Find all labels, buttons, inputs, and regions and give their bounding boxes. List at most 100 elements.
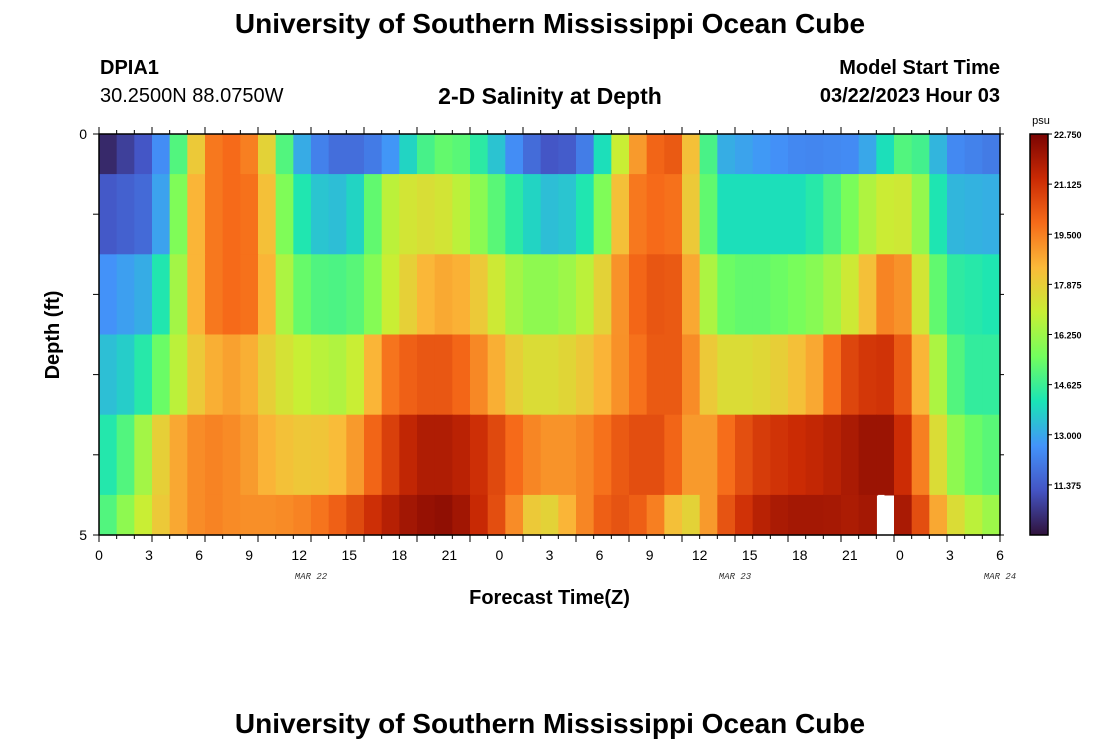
heatmap-cell — [381, 334, 400, 416]
heatmap-cell — [364, 334, 383, 416]
heatmap-cell — [523, 494, 542, 536]
heatmap-cell — [894, 334, 913, 416]
heatmap-cell — [629, 494, 648, 536]
heatmap-cell — [982, 494, 1001, 536]
heatmap-cell — [399, 134, 418, 175]
heatmap-cell — [240, 414, 259, 496]
heatmap-cell — [205, 334, 224, 416]
heatmap-cell — [346, 494, 365, 536]
heatmap-cell — [434, 414, 453, 496]
plot-frame — [98, 133, 1001, 536]
x-axis: 0 3 6 9 12 15 18 21 0 3 6 9 12 15 18 21 0 3 6 MAR 22 MAR 23 M… — [95, 127, 1016, 582]
heatmap-cell — [134, 334, 153, 416]
heatmap-cell — [364, 494, 383, 536]
heatmap-cell — [911, 334, 930, 416]
heatmap-cell — [311, 134, 330, 175]
heatmap-cell — [805, 494, 824, 536]
heatmap-cell — [187, 494, 206, 536]
heatmap-cell — [947, 334, 966, 416]
heatmap-cell — [470, 174, 489, 255]
heatmap-cell — [929, 134, 948, 175]
heatmap-cell — [452, 174, 471, 255]
heatmap-cell — [823, 254, 842, 336]
heatmap-cell — [841, 414, 860, 496]
heatmap-cell — [540, 334, 559, 416]
heatmap-cell — [293, 254, 312, 336]
heatmap-cell — [558, 174, 577, 255]
heatmap-cell — [576, 174, 595, 255]
heatmap-cell — [699, 174, 718, 255]
heatmap-cell — [964, 134, 983, 175]
heatmap-cell — [805, 414, 824, 496]
heatmap-cell — [699, 254, 718, 336]
heatmap-cell — [258, 494, 277, 536]
heatmap-cell — [770, 334, 789, 416]
heatmap-cell — [381, 494, 400, 536]
colorbar: 22.750 21.125 19.500 17.875 16.250 14.625 13.0… — [1029, 115, 1082, 536]
heatmap-cell — [540, 134, 559, 175]
heatmap-cell — [823, 334, 842, 416]
heatmap-cell — [876, 254, 895, 336]
heatmap-cell — [487, 134, 506, 175]
heatmap-cell — [576, 494, 595, 536]
heatmap-cell — [434, 134, 453, 175]
heatmap-cell — [646, 494, 665, 536]
heatmap-cell — [558, 334, 577, 416]
heatmap-cell — [311, 254, 330, 336]
heatmap-cell — [169, 254, 188, 336]
heatmap-cell — [452, 334, 471, 416]
heatmap-cell — [576, 254, 595, 336]
heatmap-cell — [116, 134, 135, 175]
heatmap-cell — [99, 134, 118, 175]
heatmap-cell — [894, 494, 913, 536]
heatmap-cell — [116, 334, 135, 416]
heatmap-cell — [841, 134, 860, 175]
heatmap-cell — [417, 494, 436, 536]
heatmap-cell — [576, 414, 595, 496]
heatmap-cell — [717, 334, 736, 416]
heatmap-cell — [434, 174, 453, 255]
heatmap-cell — [169, 334, 188, 416]
heatmap-cell — [487, 334, 506, 416]
heatmap-cell-missing — [878, 494, 885, 536]
heatmap-cell — [240, 174, 259, 255]
heatmap-cell — [346, 134, 365, 175]
heatmap-cell — [328, 134, 347, 175]
heatmap-cell — [805, 134, 824, 175]
heatmap-cell — [947, 174, 966, 255]
heatmap-cell — [258, 414, 277, 496]
heatmap-cell — [664, 414, 683, 496]
heatmap-cell — [611, 174, 630, 255]
heatmap-cell — [858, 334, 877, 416]
heatmap-cell — [682, 174, 701, 255]
heatmap-cell — [152, 334, 171, 416]
heatmap-cell — [770, 414, 789, 496]
heatmap-cell — [947, 414, 966, 496]
heatmap-cell — [646, 174, 665, 255]
heatmap-cell — [752, 174, 771, 255]
heatmap-cell — [417, 174, 436, 255]
heatmap-cell — [823, 494, 842, 536]
x-tick-label: 0 — [95, 547, 103, 563]
colorbar-tick-label: 13.000 — [1054, 431, 1082, 441]
heatmap-cell — [929, 174, 948, 255]
heatmap-cell — [523, 134, 542, 175]
heatmap-cell — [487, 414, 506, 496]
x-tick-label: 12 — [291, 547, 307, 563]
heatmap-cell — [470, 134, 489, 175]
heatmap-cell — [452, 414, 471, 496]
heatmap-cell — [770, 494, 789, 536]
x-tick-label: 0 — [496, 547, 504, 563]
salinity-chart: 0 3 6 9 12 15 18 21 0 3 6 9 12 15 18 21 0 3 6 MAR 22 MAR 23 M… — [42, 115, 1082, 609]
colorbar-tick-label: 17.875 — [1054, 280, 1082, 290]
heatmap-cell — [611, 254, 630, 336]
heatmap-cell — [399, 414, 418, 496]
heatmap-cell — [470, 414, 489, 496]
heatmap-cell — [364, 254, 383, 336]
heatmap-cell — [187, 254, 206, 336]
heatmap-cell — [134, 254, 153, 336]
heatmap-cell — [205, 254, 224, 336]
heatmap-cell — [275, 134, 294, 175]
heatmap-cell — [788, 334, 807, 416]
heatmap-cell — [823, 134, 842, 175]
